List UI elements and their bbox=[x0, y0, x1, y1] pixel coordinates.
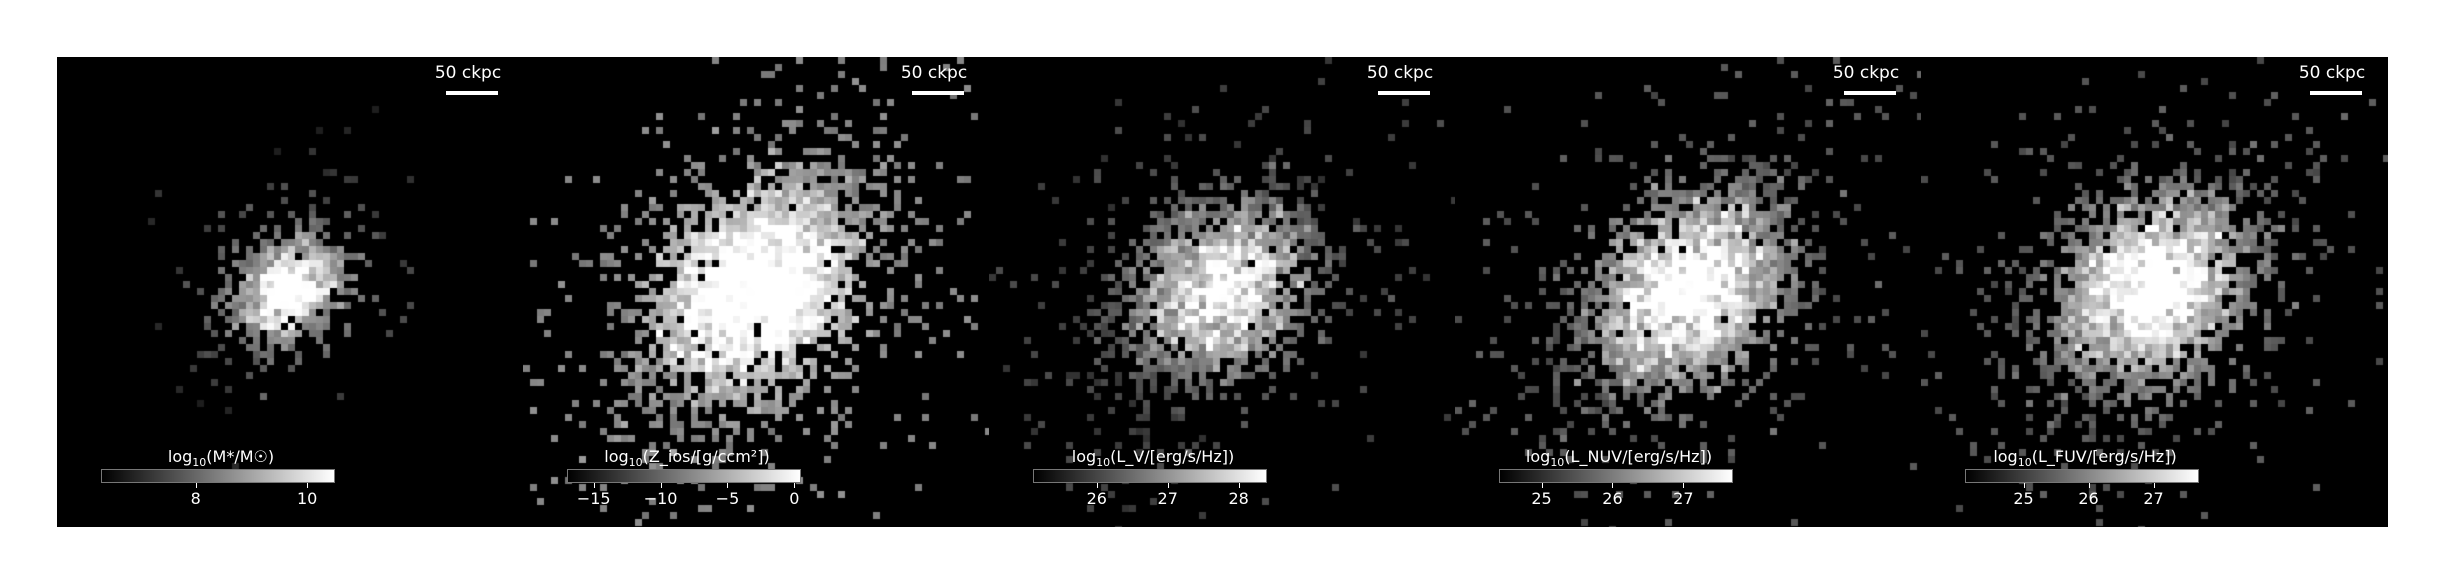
colorbar-label-base: 10 bbox=[192, 456, 207, 470]
colorbar-gradient bbox=[1499, 469, 1733, 483]
colorbar-tick-mark bbox=[1683, 483, 1685, 488]
colorbar-label-base: 10 bbox=[628, 456, 643, 470]
colorbar-gradient bbox=[1033, 469, 1267, 483]
colorbar-tick-label: 26 bbox=[1602, 489, 1623, 508]
colorbar-tick-label: −10 bbox=[643, 489, 678, 508]
colorbar-label: log10(L_V/[erg/s/Hz]) bbox=[1033, 447, 1273, 469]
colorbar-tick-label: 28 bbox=[1228, 489, 1249, 508]
colorbar-tick-mark bbox=[195, 483, 197, 488]
colorbar-tick-mark bbox=[1238, 483, 1240, 488]
colorbar-label-base: 10 bbox=[1096, 456, 1111, 470]
colorbar-label-base: 10 bbox=[2017, 456, 2032, 470]
scale-bar-label: 50 ckpc bbox=[900, 63, 968, 83]
colorbar-tick-mark bbox=[794, 483, 796, 488]
image-panel-2: 50 ckpc log10(Z_ios/[g/ccm²]) −15 −10 −5 0 bbox=[523, 57, 990, 527]
colorbar-tick-label: 0 bbox=[789, 489, 800, 508]
colorbar-tick-mark bbox=[2088, 483, 2090, 488]
colorbar-tick-mark bbox=[1612, 483, 1614, 488]
image-panel-1: 50 ckpc log10(M*/M☉) 8 10 bbox=[57, 57, 524, 527]
colorbar-tick-mark bbox=[593, 483, 595, 488]
image-panel-3: 50 ckpc log10(L_V/[erg/s/Hz]) 26 27 28 bbox=[989, 57, 1456, 527]
colorbar-tick-label: 27 bbox=[2143, 489, 2164, 508]
pixel-map-image bbox=[1455, 57, 1922, 527]
colorbar-tick-label: −5 bbox=[715, 489, 740, 508]
colorbar-label: log10(L_FUV/[erg/s/Hz]) bbox=[1965, 447, 2205, 469]
scale-bar-label: 50 ckpc bbox=[434, 63, 502, 83]
colorbar-label: log10(M*/M☉) bbox=[101, 447, 341, 469]
colorbar-ticks: 8 10 bbox=[101, 483, 335, 513]
scale-bar bbox=[912, 91, 964, 95]
image-panel-5: 50 ckpc log10(L_FUV/[erg/s/Hz]) 25 26 27 bbox=[1921, 57, 2388, 527]
scale-bar-label: 50 ckpc bbox=[1832, 63, 1900, 83]
pixel-map-image bbox=[989, 57, 1456, 527]
pixel-map-image bbox=[57, 57, 524, 527]
colorbar-label-quantity: (M*/M☉) bbox=[206, 447, 275, 466]
colorbar-tick-label: 27 bbox=[1157, 489, 1178, 508]
colorbar-label-log: log bbox=[1071, 447, 1097, 466]
colorbar-tick-mark bbox=[307, 483, 309, 488]
scale-bar bbox=[1378, 91, 1430, 95]
colorbar-tick-mark bbox=[1096, 483, 1098, 488]
colorbar-label-log: log bbox=[167, 447, 193, 466]
colorbar-tick-label: −15 bbox=[576, 489, 611, 508]
colorbar-tick-label: 26 bbox=[1086, 489, 1107, 508]
colorbar-tick-label: 25 bbox=[1531, 489, 1552, 508]
scale-bar-label: 50 ckpc bbox=[1366, 63, 1434, 83]
colorbar-tick-mark bbox=[660, 483, 662, 488]
colorbar-tick-label: 10 bbox=[296, 489, 318, 508]
colorbar-tick-mark bbox=[1167, 483, 1169, 488]
colorbar-ticks: 25 26 27 bbox=[1499, 483, 1733, 513]
colorbar-ticks: 26 27 28 bbox=[1033, 483, 1267, 513]
colorbar-label-base: 10 bbox=[1550, 456, 1565, 470]
colorbar-gradient bbox=[101, 469, 335, 483]
colorbar-label-log: log bbox=[1525, 447, 1551, 466]
colorbar-tick-label: 8 bbox=[190, 489, 201, 508]
colorbar-gradient bbox=[1965, 469, 2199, 483]
colorbar-tick-mark bbox=[1541, 483, 1543, 488]
colorbar-ticks: −15 −10 −5 0 bbox=[567, 483, 801, 513]
colorbar-label-quantity: (Z_ios/[g/ccm²]) bbox=[642, 447, 770, 466]
colorbar-tick-label: 27 bbox=[1673, 489, 1694, 508]
pixel-map-image bbox=[1921, 57, 2388, 527]
colorbar-ticks: 25 26 27 bbox=[1965, 483, 2199, 513]
scale-bar bbox=[2310, 91, 2362, 95]
scale-bar bbox=[446, 91, 498, 95]
colorbar-label-quantity: (L_V/[erg/s/Hz]) bbox=[1110, 447, 1235, 466]
pixel-map-image bbox=[523, 57, 990, 527]
scale-bar-label: 50 ckpc bbox=[2298, 63, 2366, 83]
colorbar-gradient bbox=[567, 469, 801, 483]
colorbar-tick-mark bbox=[727, 483, 729, 488]
scale-bar bbox=[1844, 91, 1896, 95]
colorbar-tick-label: 26 bbox=[2078, 489, 2099, 508]
colorbar-label-quantity: (L_FUV/[erg/s/Hz]) bbox=[2031, 447, 2177, 466]
colorbar-tick-mark bbox=[2153, 483, 2155, 488]
colorbar-label-log: log bbox=[1993, 447, 2018, 466]
colorbar-label-log: log bbox=[604, 447, 629, 466]
image-panel-4: 50 ckpc log10(L_NUV/[erg/s/Hz]) 25 26 27 bbox=[1455, 57, 1922, 527]
colorbar-label: log10(Z_ios/[g/ccm²]) bbox=[567, 447, 807, 469]
colorbar-tick-label: 25 bbox=[2013, 489, 2034, 508]
colorbar-label: log10(L_NUV/[erg/s/Hz]) bbox=[1499, 447, 1739, 469]
colorbar-label-quantity: (L_NUV/[erg/s/Hz]) bbox=[1564, 447, 1713, 466]
colorbar-tick-mark bbox=[2023, 483, 2025, 488]
